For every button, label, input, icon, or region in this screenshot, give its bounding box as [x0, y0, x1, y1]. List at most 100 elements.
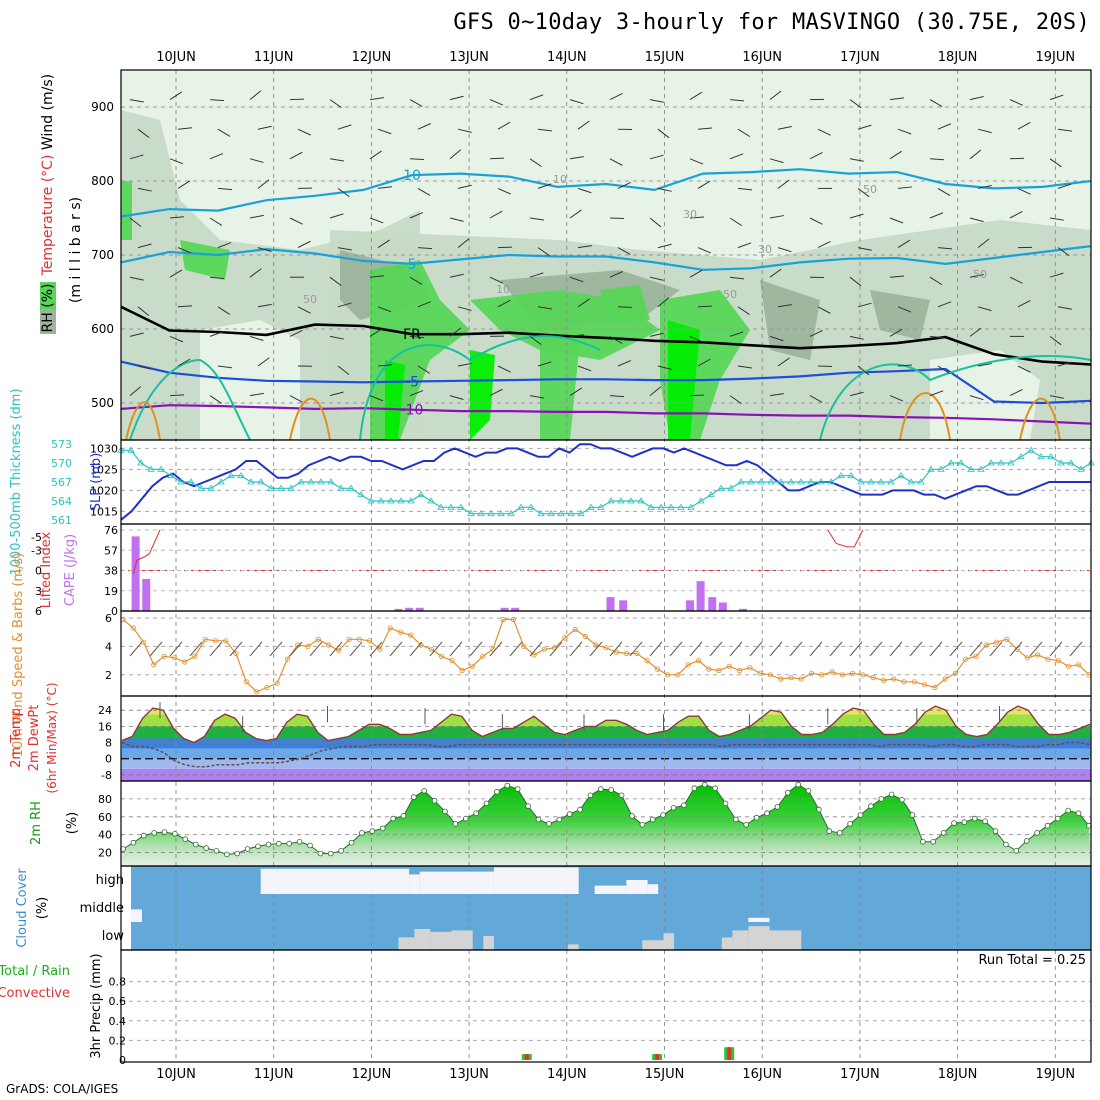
temp-contour-m10 — [120, 404, 1092, 425]
wind-barb — [129, 276, 144, 281]
wind-barb — [817, 241, 831, 249]
cape-tick-label: 38 — [104, 565, 118, 578]
thickness-line — [121, 449, 1092, 515]
thickness-point — [407, 497, 415, 504]
rh2m-point — [462, 815, 469, 822]
wind-speed-point — [716, 667, 722, 674]
thickness-point — [507, 509, 515, 517]
date-label-top: 10JUN — [156, 50, 196, 65]
thickness-point — [1007, 459, 1015, 466]
wind-barb — [689, 91, 703, 101]
rh-shade-10 — [470, 350, 495, 440]
precip-convective-bar — [727, 1047, 732, 1060]
precip-total-legend: Total / Rain — [0, 964, 70, 979]
wind-barb — [737, 306, 750, 316]
rh2m-point — [224, 851, 230, 858]
wind-barb — [617, 247, 631, 255]
run-total-label: Run Total = 0.25 — [978, 953, 1086, 968]
wind-barb — [777, 304, 792, 308]
rh2m-point — [307, 842, 313, 849]
thickness-point — [737, 478, 745, 485]
wind-barb — [1017, 121, 1031, 130]
date-label-bottom: 13JUN — [449, 1067, 489, 1082]
wind-barb — [1009, 210, 1023, 219]
surface-wind-barb — [529, 641, 543, 657]
wind-barb — [609, 335, 623, 344]
wind-barb — [929, 99, 943, 108]
wind-barb — [537, 183, 552, 189]
surface-wind-barb — [209, 641, 223, 657]
wind-barb — [617, 182, 631, 189]
cape-bar — [131, 536, 140, 611]
cape-tick-label: 19 — [104, 585, 118, 598]
rh2m-point — [1055, 815, 1061, 822]
rh2m-point — [857, 812, 864, 818]
wind-speed-point — [325, 642, 332, 648]
wind-barb — [529, 94, 544, 101]
thickness-point — [987, 459, 995, 466]
wind-barb — [857, 188, 870, 198]
rh2m-point — [847, 821, 853, 827]
thickness-point — [497, 509, 505, 517]
rh2m-area — [121, 784, 1091, 866]
thickness-point — [217, 478, 225, 485]
cloud-unit-label: (%) — [35, 897, 50, 920]
date-label-top: 11JUN — [254, 50, 294, 65]
thickness-point — [567, 509, 575, 517]
wind-barb — [937, 301, 952, 308]
thickness-point — [377, 497, 385, 504]
wind-barb — [977, 306, 992, 312]
thickness-point — [707, 490, 715, 498]
temp-contour-FR — [120, 305, 1092, 366]
pressure-tick-label: 900 — [91, 100, 114, 114]
panel-frame-instability — [120, 523, 1092, 612]
wind-barb — [849, 158, 864, 162]
wind-barb — [809, 330, 823, 337]
wind-speed-point — [860, 672, 866, 678]
li-line-a — [133, 529, 161, 575]
wind-speed-point — [336, 648, 342, 654]
rh2m-point — [234, 850, 241, 857]
thickness-point — [257, 478, 265, 485]
thickness-point — [207, 484, 215, 491]
wind-barb — [209, 153, 224, 160]
wind-barb — [209, 99, 225, 102]
wind-barb — [929, 212, 944, 219]
rh2m-point — [348, 839, 355, 846]
wind-barb — [529, 395, 544, 399]
thickness-point — [757, 478, 765, 485]
wind-speed-point — [911, 679, 917, 685]
wind-barb — [609, 93, 623, 101]
rh2m-point — [940, 830, 947, 836]
temp-tick-label: 0 — [105, 753, 112, 766]
wind-speed-point — [973, 653, 979, 659]
wind-speed-point — [891, 676, 897, 682]
temp-band — [121, 706, 1091, 715]
dewpoint-line — [121, 741, 1091, 768]
wind-barb — [369, 97, 384, 101]
wind-barb — [929, 390, 944, 397]
wind-barb — [457, 238, 470, 248]
li-tick-label: -3 — [31, 544, 42, 557]
wind-barb — [537, 306, 552, 310]
thickness-point — [637, 497, 645, 504]
rh2m-point — [712, 785, 718, 791]
rh2m-point — [359, 830, 365, 836]
rh2m-point — [1065, 807, 1071, 814]
rh2m-point — [172, 830, 178, 837]
wind-barb — [817, 128, 831, 136]
date-label-bottom: 15JUN — [645, 1067, 685, 1082]
rh2m-point — [255, 843, 261, 850]
thickness-point — [907, 478, 915, 485]
surface-wind-barb — [329, 641, 343, 657]
thickness-point — [387, 497, 395, 504]
thickness-point — [997, 459, 1005, 466]
surface-wind-barb — [349, 641, 363, 657]
surface-wind-barb — [629, 641, 643, 657]
wind-speed-point — [243, 679, 249, 685]
wind-barb — [409, 99, 423, 107]
cape-tick-label: 57 — [104, 544, 118, 557]
wind-barb — [137, 128, 150, 139]
wind-barb — [649, 217, 662, 228]
surface-wind-barb — [249, 641, 263, 657]
